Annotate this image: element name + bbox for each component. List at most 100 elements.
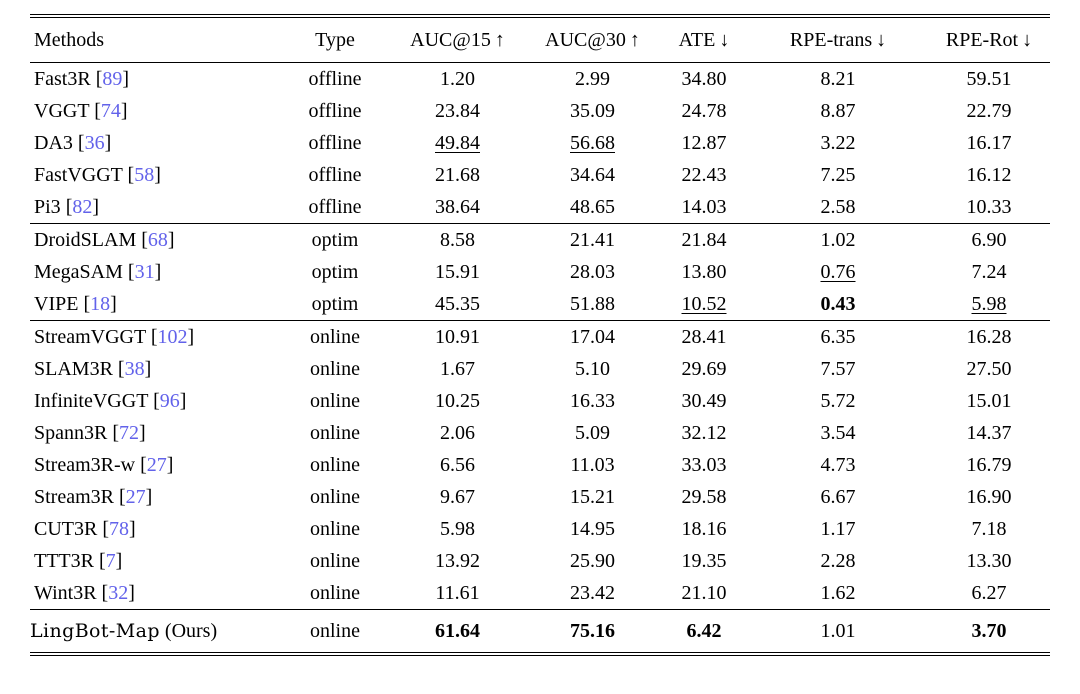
citation-link[interactable]: 89	[102, 68, 123, 90]
table-row: FastVGGT [58] offline 21.68 34.64 22.43 7.25 1…	[30, 159, 1050, 191]
citation-link[interactable]: 74	[100, 100, 121, 122]
metric-value: 13.80	[681, 261, 727, 283]
method-cell: Stream3R-w [27]	[34, 454, 174, 476]
table-row: Stream3R-w [27] online 6.56 11.03 33.03 4.73 1…	[30, 449, 1050, 481]
metric-cell-ate: 29.58	[660, 481, 748, 513]
metric-cell-rpe-rot: 16.28	[928, 321, 1050, 354]
type-cell: online	[310, 454, 360, 476]
metric-value: 6.56	[440, 454, 475, 476]
citation-link[interactable]: 38	[124, 358, 145, 380]
metric-cell-auc15: 21.68	[390, 159, 525, 191]
citation-link[interactable]: 32	[108, 582, 129, 604]
metric-cell-rpe-rot: 15.01	[928, 385, 1050, 417]
metric-cell-ate: 32.12	[660, 417, 748, 449]
metric-value: 13.92	[435, 550, 480, 572]
metric-value: 1.20	[440, 68, 475, 90]
citation-link[interactable]: 68	[147, 229, 168, 251]
metric-cell-rpe-rot: 27.50	[928, 353, 1050, 385]
table-row: CUT3R [78] online 5.98 14.95 18.16 1.17 7.18	[30, 513, 1050, 545]
citation-link[interactable]: 58	[134, 164, 155, 186]
metric-value: 8.58	[440, 229, 475, 251]
metric-cell-auc15: 11.61	[390, 577, 525, 610]
metric-cell-auc30: 5.09	[525, 417, 660, 449]
metric-value: 21.41	[570, 229, 615, 251]
metric-value: 3.70	[971, 620, 1007, 642]
metric-cell-auc30: 75.16	[525, 610, 660, 655]
metric-cell-rpe-trans: 3.22	[748, 127, 928, 159]
citation-link[interactable]: 27	[125, 486, 146, 508]
metric-value: 23.84	[435, 100, 480, 122]
method-name: SLAM3R	[34, 358, 113, 380]
col-header-auc30: AUC@30 ↑	[525, 16, 660, 63]
table-row: DroidSLAM [68] optim 8.58 21.41 21.84 1.02 6.9…	[30, 224, 1050, 257]
metric-cell-rpe-rot: 6.27	[928, 577, 1050, 610]
method-cell: Pi3 [82]	[34, 196, 100, 218]
method-name: CUT3R	[34, 518, 98, 540]
citation-link[interactable]: 96	[159, 390, 180, 412]
method-name: StreamVGGT	[34, 326, 146, 348]
metric-cell-auc30: 5.10	[525, 353, 660, 385]
metric-value: 38.64	[435, 196, 480, 218]
citation-link[interactable]: 82	[72, 196, 93, 218]
metric-value: 21.68	[435, 164, 480, 186]
type-cell: offline	[308, 132, 362, 154]
col-header-rpe-rot: RPE-Rot ↓	[928, 16, 1050, 63]
table-row: Fast3R [89] offline 1.20 2.99 34.80 8.21 59.51	[30, 63, 1050, 96]
metric-value: 3.54	[820, 422, 856, 444]
method-name: VIPE	[34, 293, 79, 315]
citation-link[interactable]: 27	[146, 454, 167, 476]
metric-value: 10.91	[435, 326, 480, 348]
metric-value: 0.43	[820, 293, 856, 315]
metric-value: 75.16	[570, 620, 615, 642]
metric-cell-rpe-trans: 1.01	[748, 610, 928, 655]
method-name: InfiniteVGGT	[34, 390, 149, 412]
metric-value: 1.02	[820, 229, 856, 251]
metric-cell-rpe-trans: 1.62	[748, 577, 928, 610]
citation-link[interactable]: 7	[105, 550, 116, 572]
col-header-label: Methods	[34, 29, 104, 51]
metric-cell-rpe-trans: 7.57	[748, 353, 928, 385]
metric-cell-rpe-trans: 8.21	[748, 63, 928, 96]
metric-value: 8.87	[820, 100, 856, 122]
col-header-label: ATE	[678, 29, 716, 51]
metric-value: 14.95	[570, 518, 615, 540]
type-cell: online	[310, 582, 360, 604]
col-header-label: Type	[315, 29, 355, 51]
metric-cell-ate: 13.80	[660, 256, 748, 288]
metric-value: 29.69	[681, 358, 727, 380]
metric-cell-rpe-rot: 16.17	[928, 127, 1050, 159]
metric-cell-ate: 33.03	[660, 449, 748, 481]
metric-value: 9.67	[440, 486, 475, 508]
table-row: StreamVGGT [102] online 10.91 17.04 28.41 6.3…	[30, 321, 1050, 354]
table-row: DA3 [36] offline 49.84 56.68 12.87 3.22 16.17	[30, 127, 1050, 159]
metric-value: 5.98	[440, 518, 475, 540]
col-header-auc15: AUC@15 ↑	[390, 16, 525, 63]
method-cell: MegaSAM [31]	[34, 261, 162, 283]
metric-cell-ate: 18.16	[660, 513, 748, 545]
citation-link[interactable]: 72	[119, 422, 140, 444]
metric-cell-auc30: 23.42	[525, 577, 660, 610]
metric-value: 6.27	[971, 582, 1007, 604]
metric-cell-rpe-trans: 3.54	[748, 417, 928, 449]
citation-link[interactable]: 31	[134, 261, 155, 283]
metric-value: 6.67	[820, 486, 856, 508]
metric-value: 21.84	[681, 229, 727, 251]
method-cell: Spann3R [72]	[34, 422, 146, 444]
citation-link[interactable]: 102	[157, 326, 188, 348]
citation-link[interactable]: 78	[109, 518, 130, 540]
metric-cell-rpe-rot: 7.18	[928, 513, 1050, 545]
citation-link[interactable]: 36	[84, 132, 105, 154]
metric-value: 1.62	[820, 582, 856, 604]
metric-value: 6.35	[820, 326, 856, 348]
metric-cell-rpe-trans: 6.35	[748, 321, 928, 354]
citation-link[interactable]: 18	[90, 293, 111, 315]
type-cell: optim	[311, 261, 359, 283]
metric-value: 22.43	[681, 164, 727, 186]
type-cell: online	[310, 422, 360, 444]
metric-value: 56.68	[570, 132, 615, 154]
header-row: Methods Type AUC@15 ↑ AUC@30 ↑ ATE ↓ RPE-trans ↓ R…	[30, 16, 1050, 63]
metric-value: 16.17	[966, 132, 1012, 154]
metric-cell-rpe-trans: 1.02	[748, 224, 928, 257]
metric-cell-auc30: 15.21	[525, 481, 660, 513]
metric-cell-auc30: 28.03	[525, 256, 660, 288]
